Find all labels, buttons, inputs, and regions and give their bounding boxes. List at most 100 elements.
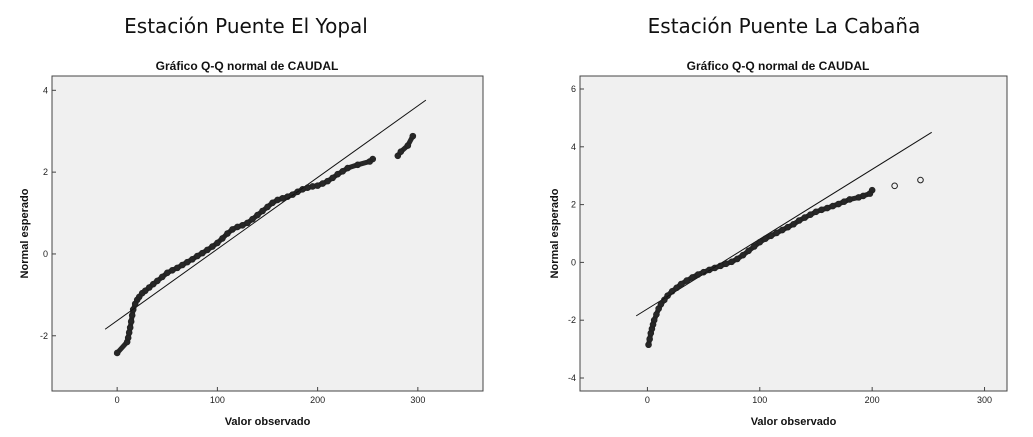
chart-2-point	[711, 264, 719, 272]
chart-1-point	[209, 243, 216, 250]
chart-2-point	[767, 232, 775, 240]
chart-1-point	[289, 191, 296, 198]
chart-2-point	[846, 196, 853, 203]
chart-2-plot-area	[579, 75, 1008, 392]
chart-2-point	[812, 208, 820, 216]
chart-1-point	[239, 222, 246, 229]
chart-2-point	[859, 192, 867, 200]
chart-1-point	[149, 280, 157, 288]
chart-1-point	[131, 300, 139, 308]
chart-1-x-tick-label: 0	[115, 395, 120, 405]
chart-1-x-tick-label: 100	[210, 395, 225, 405]
chart-1-point	[153, 277, 161, 285]
chart-2-y-tick-label: 6	[571, 84, 576, 94]
chart-1-point	[113, 349, 121, 357]
chart-1-point	[397, 148, 405, 155]
chart-2-point	[773, 229, 780, 237]
chart-1-point	[254, 211, 261, 219]
chart-1-x-axis-label: Valor observado	[225, 416, 311, 428]
chart-1-point	[319, 180, 326, 187]
chart-1-point	[126, 324, 134, 331]
chart-2-point	[756, 238, 764, 246]
chart-1-point	[127, 318, 135, 325]
chart-2-point	[683, 277, 691, 284]
chart-2-point	[668, 287, 676, 295]
chart-2-point	[649, 321, 657, 328]
chart-1-point	[329, 174, 336, 182]
chart-2-y-tick-label: 4	[571, 142, 576, 152]
chart-2-y-tick-label: -4	[568, 373, 576, 383]
chart-1-point	[204, 246, 211, 254]
chart-1-y-tick-label: -2	[40, 331, 48, 341]
chart-2-point	[647, 329, 655, 337]
chart-2-point	[694, 271, 702, 278]
chart-2-point	[673, 284, 680, 292]
chart-1-point	[404, 142, 412, 149]
chart-2-point	[795, 217, 803, 224]
chart-2-point	[660, 296, 668, 304]
chart-1-point	[294, 188, 301, 196]
chart-1-point	[184, 258, 191, 266]
chart-1-y-tick-label: 4	[43, 85, 48, 95]
chart-2-point	[855, 194, 862, 201]
chart-2-title: Gráfico Q-Q normal de CAUDAL	[687, 59, 870, 73]
chart-1-point	[173, 264, 181, 272]
chart-2-point	[722, 260, 730, 268]
chart-1-point	[369, 155, 377, 163]
chart-2-point	[790, 220, 797, 228]
chart-1-point	[163, 269, 171, 277]
chart-1-point	[324, 177, 331, 185]
chart-2-point	[677, 280, 685, 288]
chart-2-point	[778, 226, 786, 234]
station-title-cabana: Estación Puente La Cabaña	[647, 14, 921, 38]
chart-1-point	[145, 284, 153, 291]
chart-2-point	[648, 325, 656, 333]
chart-1-x-tick-label: 200	[310, 395, 325, 405]
chart-2-point	[868, 186, 876, 194]
chart-2-point	[807, 211, 814, 219]
chart-2-point	[840, 198, 848, 206]
chart-1-y-axis-label: Normal esperado	[19, 188, 31, 278]
chart-2-point	[728, 258, 735, 266]
chart-1-point	[129, 306, 137, 313]
chart-2-point	[917, 176, 924, 184]
chart-1-point	[158, 273, 166, 281]
chart-1-point	[189, 255, 196, 263]
chart-1-point	[259, 207, 266, 215]
chart-2-point	[717, 262, 724, 270]
chart-2-point	[784, 223, 792, 231]
chart-1-point	[179, 261, 186, 269]
chart-1-point	[214, 239, 221, 247]
chart-2-y-tick-label: 2	[571, 200, 576, 210]
chart-1-point	[168, 267, 176, 274]
chart-2-x-axis-label: Valor observado	[751, 416, 837, 428]
chart-1-point	[224, 230, 231, 237]
chart-2-y-tick-label: 0	[571, 257, 576, 267]
chart-2-point	[739, 251, 747, 259]
chart-1-plot-area	[51, 75, 484, 392]
chart-1-point	[194, 252, 201, 260]
chart-2-point	[823, 204, 831, 212]
chart-1-point	[229, 226, 236, 233]
chart-1-point	[199, 249, 206, 257]
chart-2-point	[689, 274, 696, 281]
chart-2-y-axis-label: Normal esperado	[549, 188, 561, 278]
chart-2-x-tick-label: 0	[645, 395, 650, 405]
chart-1-point	[244, 219, 251, 227]
chart-2-point	[762, 235, 769, 243]
chart-2-x-tick-label: 200	[865, 395, 880, 405]
chart-1-point	[141, 287, 149, 295]
chart-1-point	[334, 170, 341, 178]
chart-2-point	[664, 292, 671, 299]
chart-2-point	[705, 266, 713, 274]
chart-1-point	[344, 164, 351, 172]
chart-1-y-tick-label: 0	[43, 249, 48, 259]
chart-1-title: Gráfico Q-Q normal de CAUDAL	[156, 59, 339, 73]
chart-2-y-tick-label: -2	[568, 315, 576, 325]
chart-2-point	[818, 206, 825, 214]
station-title-yopal: Estación Puente El Yopal	[124, 14, 368, 38]
chart-1-point	[125, 329, 133, 336]
chart-2-point	[801, 214, 809, 221]
chart-2-point	[745, 247, 752, 255]
